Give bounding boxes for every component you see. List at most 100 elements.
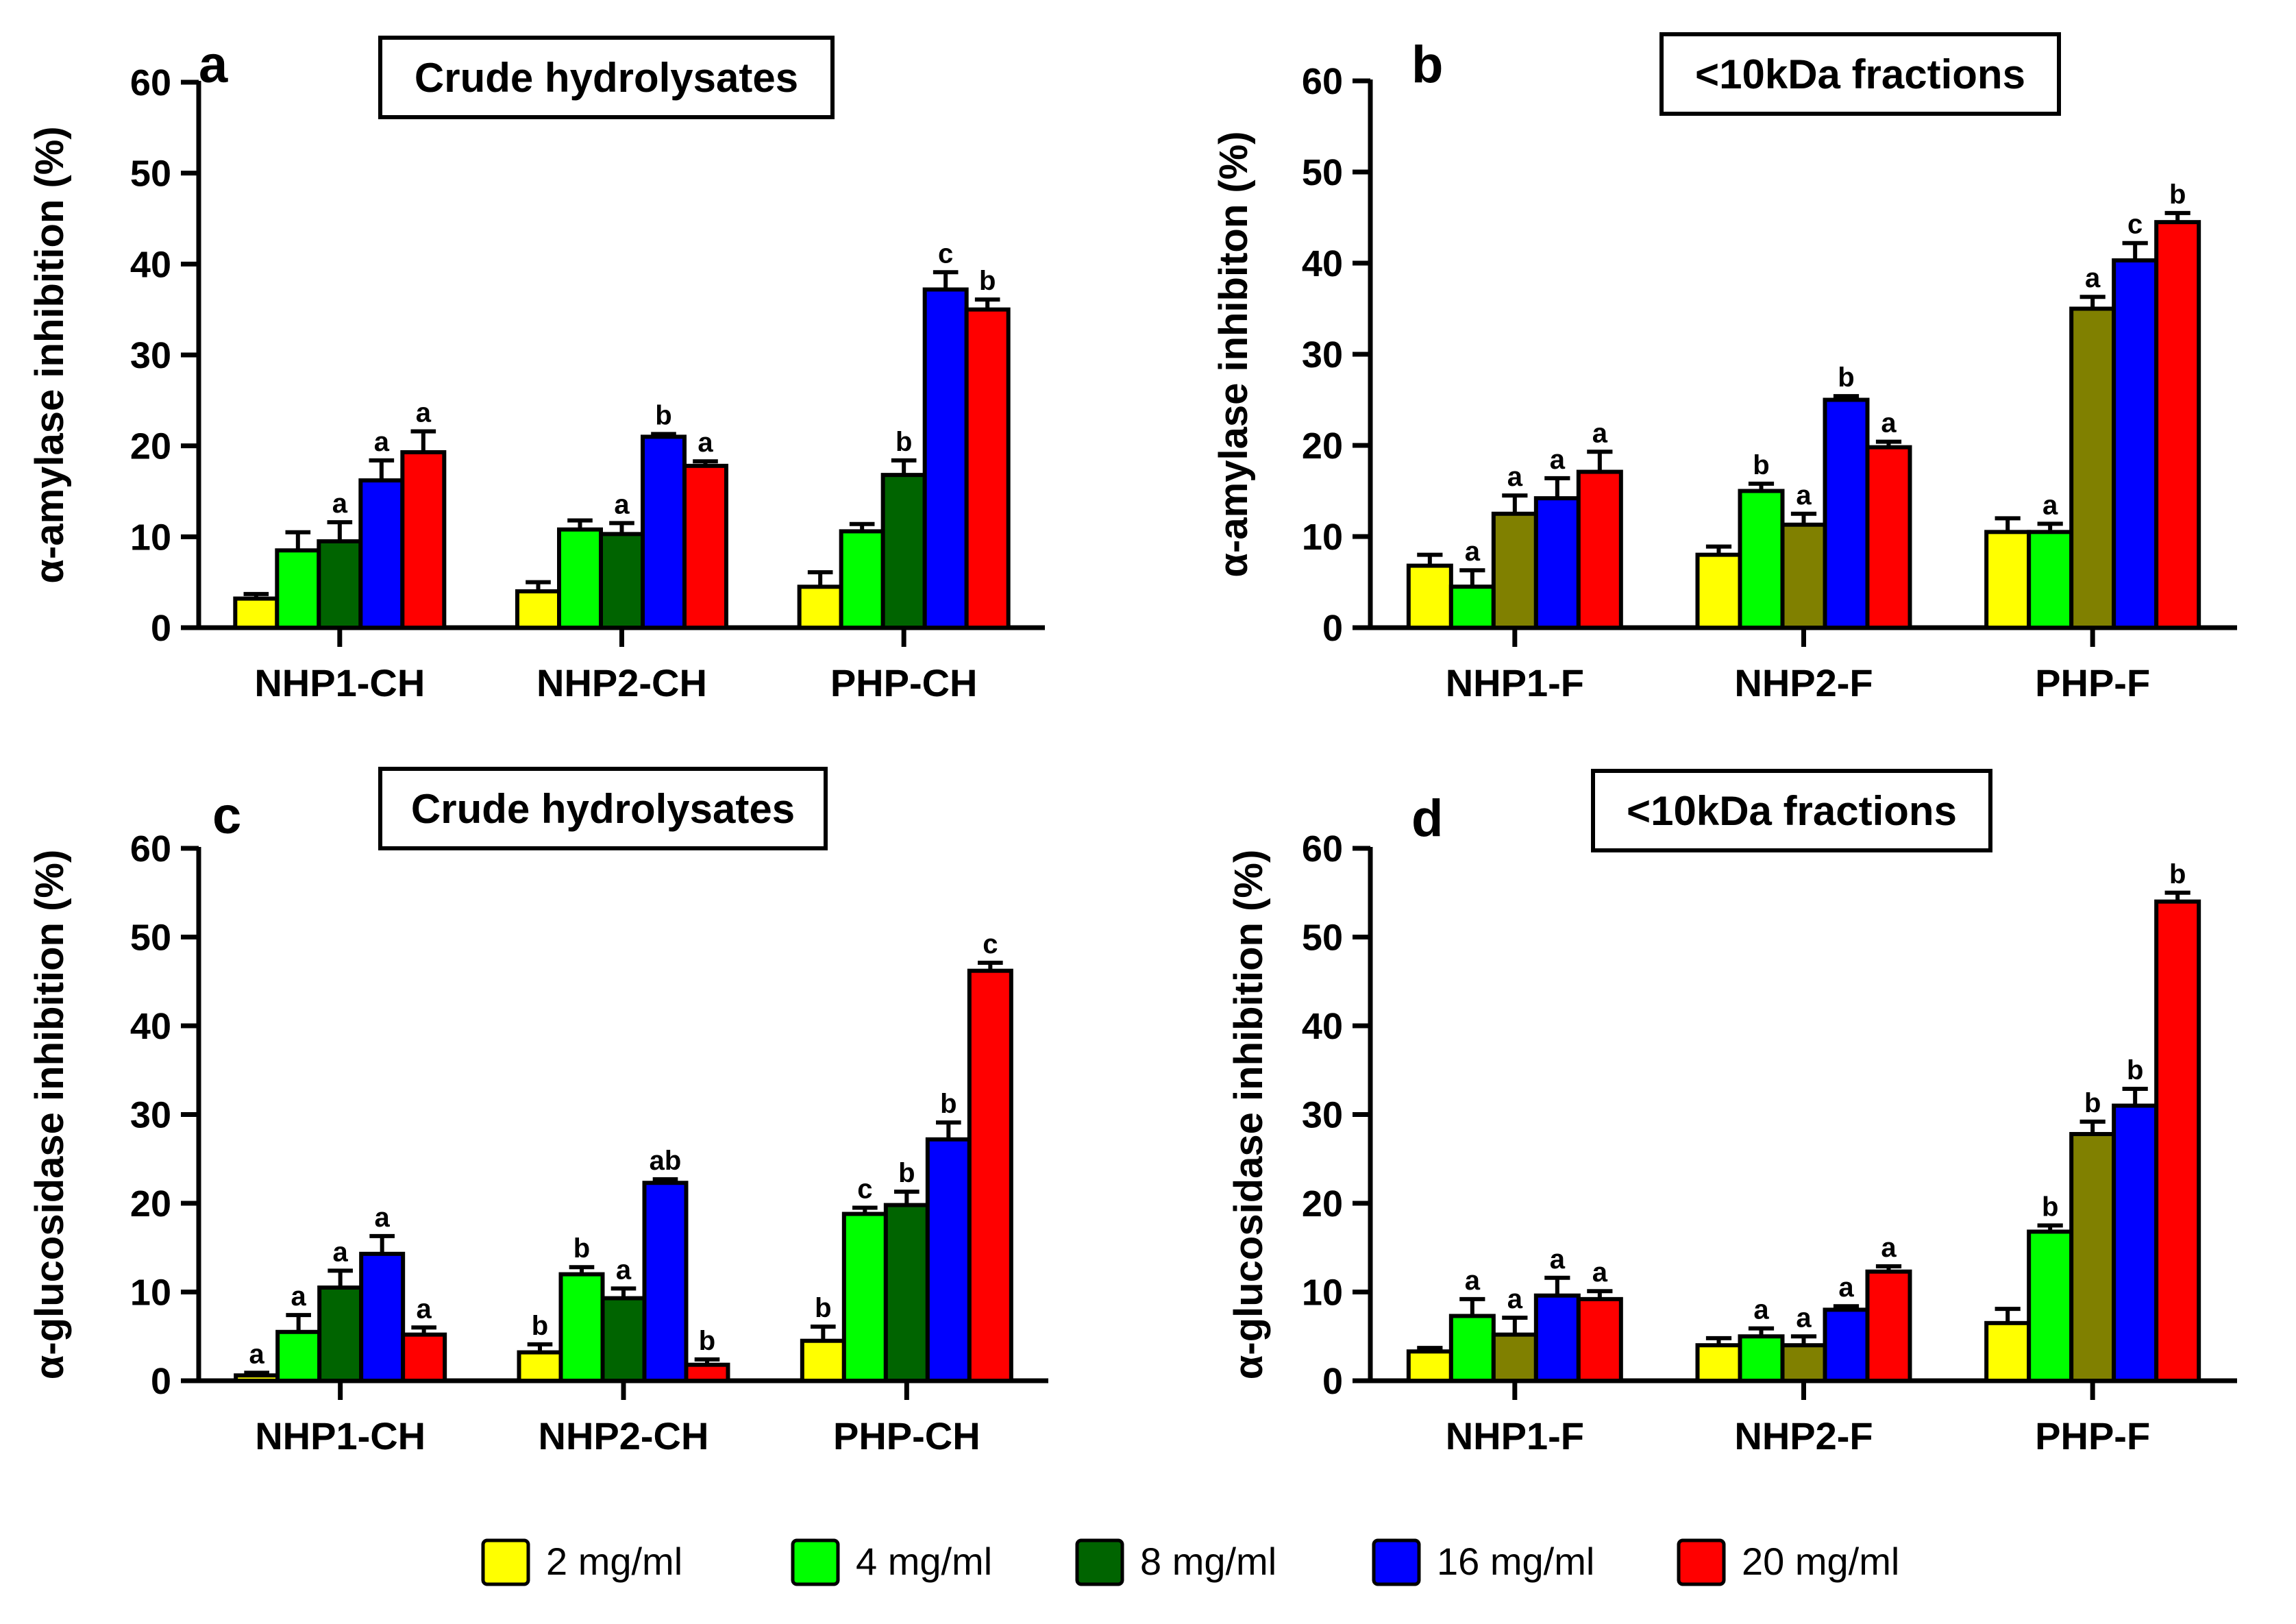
bar-nhp1-ch-20-mg-ml (400, 450, 447, 630)
x-tick-label: PHP-F (2035, 661, 2150, 704)
significance-letter: a (291, 1281, 307, 1312)
significance-letter: a (416, 397, 432, 428)
bar-php-f-20-mg-ml (2154, 220, 2201, 630)
y-tick-label: 0 (1322, 608, 1343, 649)
x-tick-label: PHP-F (2035, 1414, 2150, 1457)
bar-nhp1-f-20-mg-ml (1576, 469, 1623, 630)
y-tick-label: 10 (1302, 517, 1343, 558)
legend-label: 16 mg/ml (1437, 1540, 1594, 1583)
significance-letter: a (1465, 537, 1481, 567)
bar-nhp2-ch-2-mg-ml (515, 589, 561, 630)
panel-title-box (1659, 32, 2061, 116)
x-tick-label: NHP1-CH (255, 1414, 425, 1457)
panel-b: 0 10 20 30 40 50 60 α-amylase inhibiton (%) b <10… (1211, 32, 2237, 704)
bar-php-f-8-mg-ml (2069, 1131, 2116, 1383)
significance-letter: a (374, 427, 390, 457)
bar-nhp2-ch-4-mg-ml (557, 527, 603, 630)
legend-item: 16 mg/ml (1372, 1538, 1594, 1586)
y-tick-label: 40 (130, 1006, 171, 1047)
significance-letter: b (699, 1326, 715, 1356)
y-tick-label: 40 (130, 244, 171, 285)
legend-swatch (1372, 1538, 1421, 1586)
legend-item: 20 mg/ml (1677, 1538, 1899, 1586)
significance-letter: a (614, 489, 630, 519)
bar-nhp2-f-16-mg-ml (1823, 1307, 1870, 1383)
significance-letter: b (2169, 859, 2186, 889)
bar-php-ch-16-mg-ml (925, 1137, 972, 1383)
bar-nhp2-f-2-mg-ml (1695, 552, 1742, 630)
significance-letter: a (375, 1203, 391, 1233)
bar-nhp2-f-8-mg-ml (1780, 1343, 1827, 1383)
significance-letter: b (896, 427, 912, 457)
bar-nhp2-f-16-mg-ml (1823, 397, 1870, 630)
significance-letter: a (1881, 1233, 1897, 1263)
legend-swatch (481, 1538, 530, 1586)
bar-nhp2-f-4-mg-ml (1738, 489, 1785, 630)
panel-letter: c (212, 787, 241, 845)
y-tick-label: 20 (1302, 426, 1343, 467)
y-tick-label: 30 (1302, 1095, 1343, 1136)
panel-a: 0 10 20 30 40 50 60 α-amylase inhibition (%) a Cr… (27, 36, 1045, 704)
significance-letter: a (1507, 462, 1523, 492)
bar-nhp2-ch-20-mg-ml (684, 1362, 730, 1383)
significance-letter: a (1507, 1284, 1523, 1314)
significance-letter: a (1838, 1272, 1854, 1303)
bar-php-ch-8-mg-ml (880, 473, 927, 630)
y-tick-label: 20 (130, 1183, 171, 1225)
bar-php-f-2-mg-ml (1984, 1320, 2032, 1383)
legend-swatch (1677, 1538, 1726, 1586)
y-tick-label: 50 (1302, 152, 1343, 193)
y-axis-label: α-glucosidase inhibition (%) (1226, 850, 1271, 1380)
significance-letter: a (616, 1255, 632, 1285)
bar-nhp1-ch-8-mg-ml (317, 1285, 364, 1383)
significance-letter: a (2042, 490, 2058, 520)
x-tick-label: PHP-CH (833, 1414, 980, 1457)
bar-nhp2-ch-8-mg-ml (600, 1296, 647, 1383)
panel-letter: b (1411, 36, 1443, 94)
y-axis-label: α-glucosidase inhibition (%) (27, 850, 72, 1380)
x-tick-label: PHP-CH (830, 661, 978, 704)
y-tick-label: 60 (130, 62, 171, 103)
bar-php-ch-20-mg-ml (967, 968, 1013, 1383)
significance-letter: a (1796, 1303, 1812, 1333)
bar-php-f-16-mg-ml (2112, 258, 2159, 630)
y-tick-label: 60 (1302, 61, 1343, 102)
significance-letter: b (655, 400, 671, 430)
significance-letter: c (983, 929, 998, 959)
significance-letter: b (2042, 1192, 2058, 1222)
y-tick-label: 60 (1302, 828, 1343, 870)
x-tick-label: NHP2-F (1734, 1414, 1873, 1457)
legend-label: 2 mg/ml (546, 1540, 682, 1583)
bar-nhp2-f-20-mg-ml (1865, 1269, 1912, 1383)
panel-title-box (378, 767, 828, 850)
significance-letter: a (1881, 408, 1897, 439)
bar-nhp2-ch-4-mg-ml (558, 1272, 605, 1383)
y-tick-label: 10 (130, 517, 171, 558)
y-tick-label: 40 (1302, 243, 1343, 284)
bar-nhp1-f-16-mg-ml (1533, 1293, 1581, 1383)
legend-label: 20 mg/ml (1742, 1540, 1899, 1583)
bar-php-ch-20-mg-ml (964, 307, 1011, 630)
significance-letter: b (979, 266, 996, 296)
bar-nhp1-ch-20-mg-ml (401, 1332, 447, 1383)
legend-label: 8 mg/ml (1140, 1540, 1276, 1583)
panel-c: 0 10 20 30 40 50 60 α-glucosidase inhibition (%… (27, 767, 1048, 1457)
x-tick-label: NHP2-CH (536, 661, 707, 704)
legend-item: 8 mg/ml (1075, 1538, 1276, 1586)
significance-letter: b (2084, 1088, 2101, 1118)
bar-nhp1-ch-4-mg-ml (275, 548, 321, 630)
significance-letter: b (815, 1293, 831, 1323)
y-tick-label: 20 (130, 426, 171, 467)
y-tick-label: 0 (1322, 1361, 1343, 1402)
panel-title: Crude hydrolysates (411, 786, 795, 832)
panel-title: <10kDa fractions (1627, 788, 1957, 834)
y-tick-label: 30 (130, 1095, 171, 1136)
y-tick-label: 20 (1302, 1183, 1343, 1225)
significance-letter: c (938, 238, 953, 269)
bar-nhp1-f-8-mg-ml (1491, 1332, 1538, 1383)
legend-swatch (1075, 1538, 1124, 1586)
significance-letter: b (1838, 362, 1854, 393)
significance-letter: b (1753, 450, 1769, 480)
bar-nhp1-f-8-mg-ml (1491, 511, 1538, 630)
